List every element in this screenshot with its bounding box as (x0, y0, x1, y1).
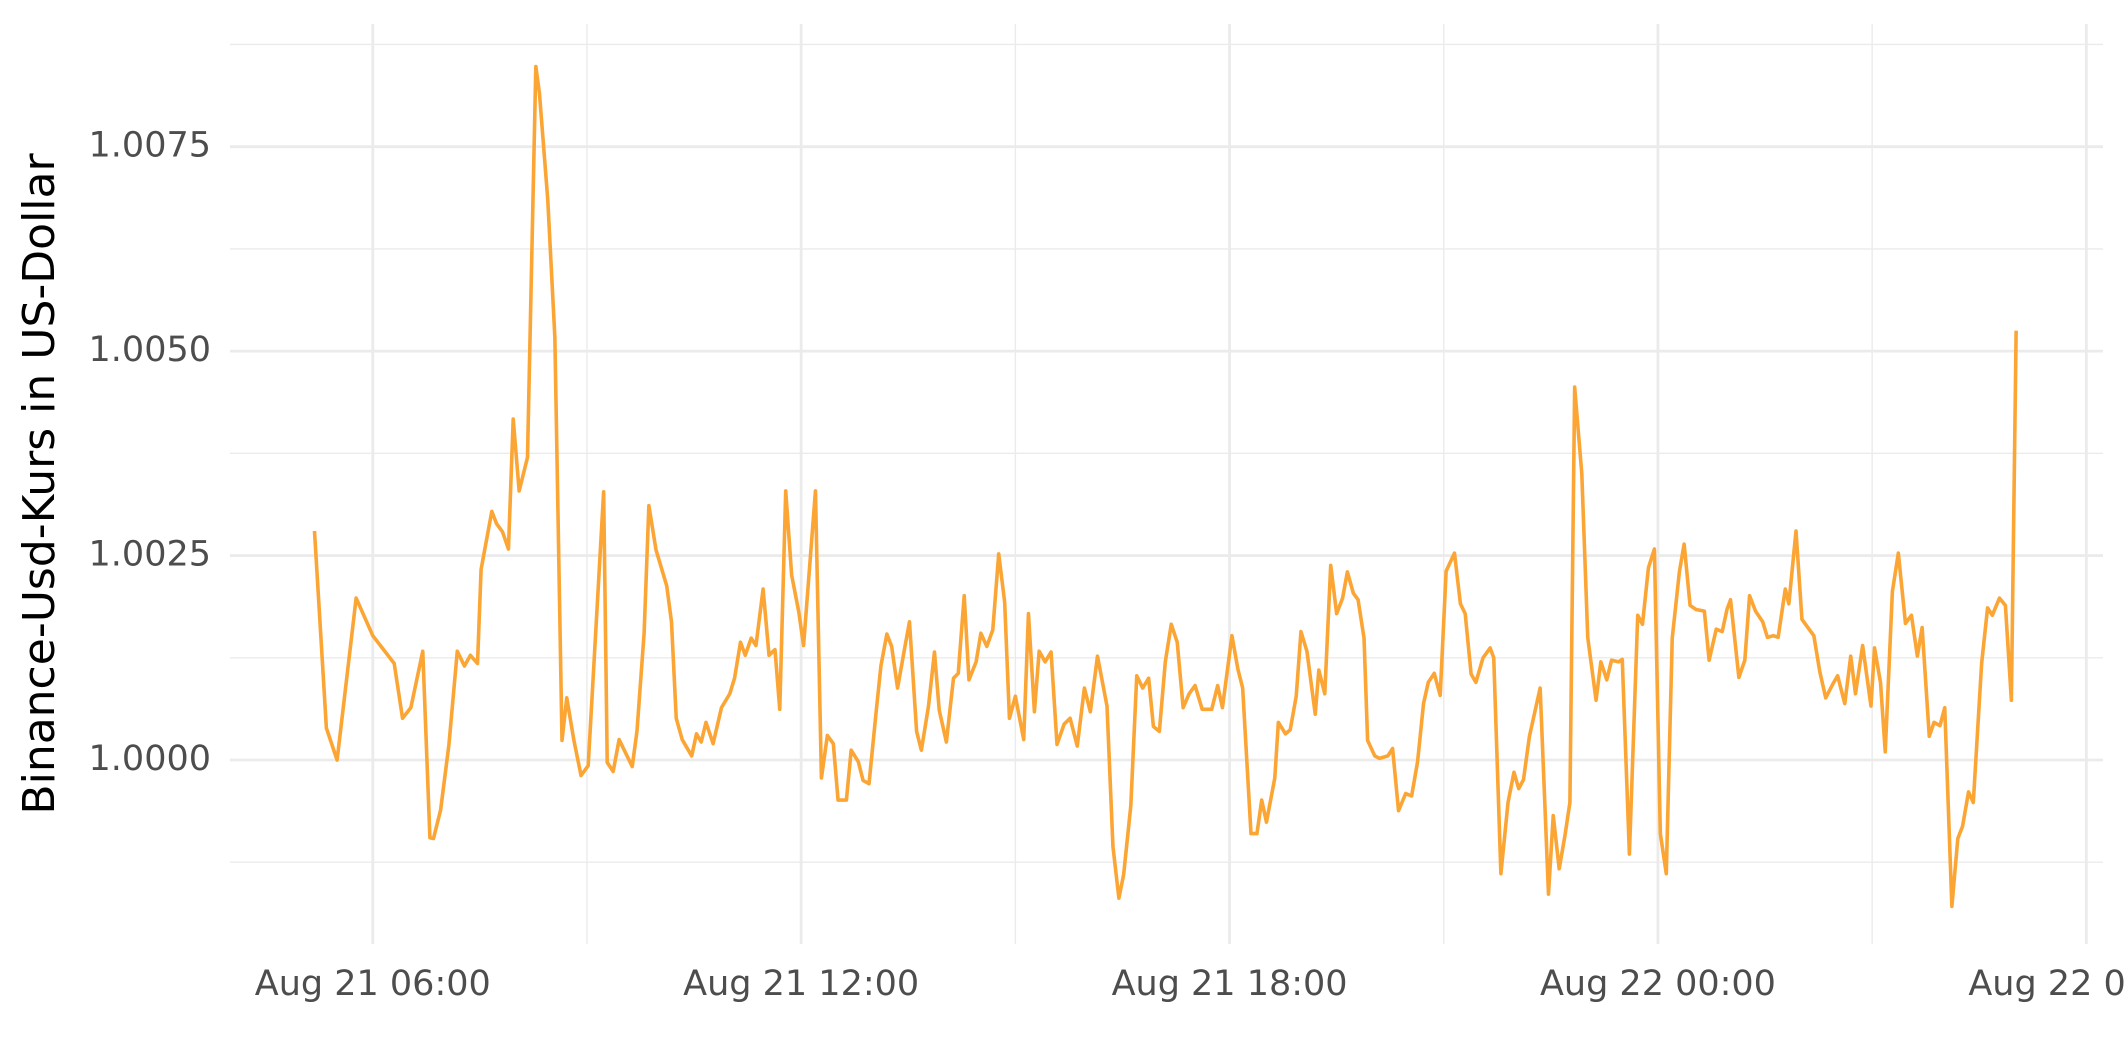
plot-area (312, 64, 2018, 909)
x-tick-label: Aug 21 06:00 (255, 964, 491, 1004)
price-line (312, 64, 2018, 909)
x-tick-label: Aug 22 00:00 (1540, 964, 1776, 1004)
x-tick-label: Aug 21 12:00 (683, 964, 919, 1004)
y-tick-label: 1.0000 (89, 739, 211, 779)
x-tick-label: Aug 21 18:00 (1112, 964, 1348, 1004)
y-tick-label: 1.0025 (89, 535, 211, 575)
x-tick-label: Aug 22 06:00 (1968, 964, 2125, 1004)
y-tick-label: 1.0050 (89, 330, 211, 370)
y-tick-label: 1.0075 (89, 126, 211, 166)
grid (230, 24, 2103, 944)
y-axis-title: Binance-Usd-Kurs in US-Dollar (14, 153, 65, 815)
